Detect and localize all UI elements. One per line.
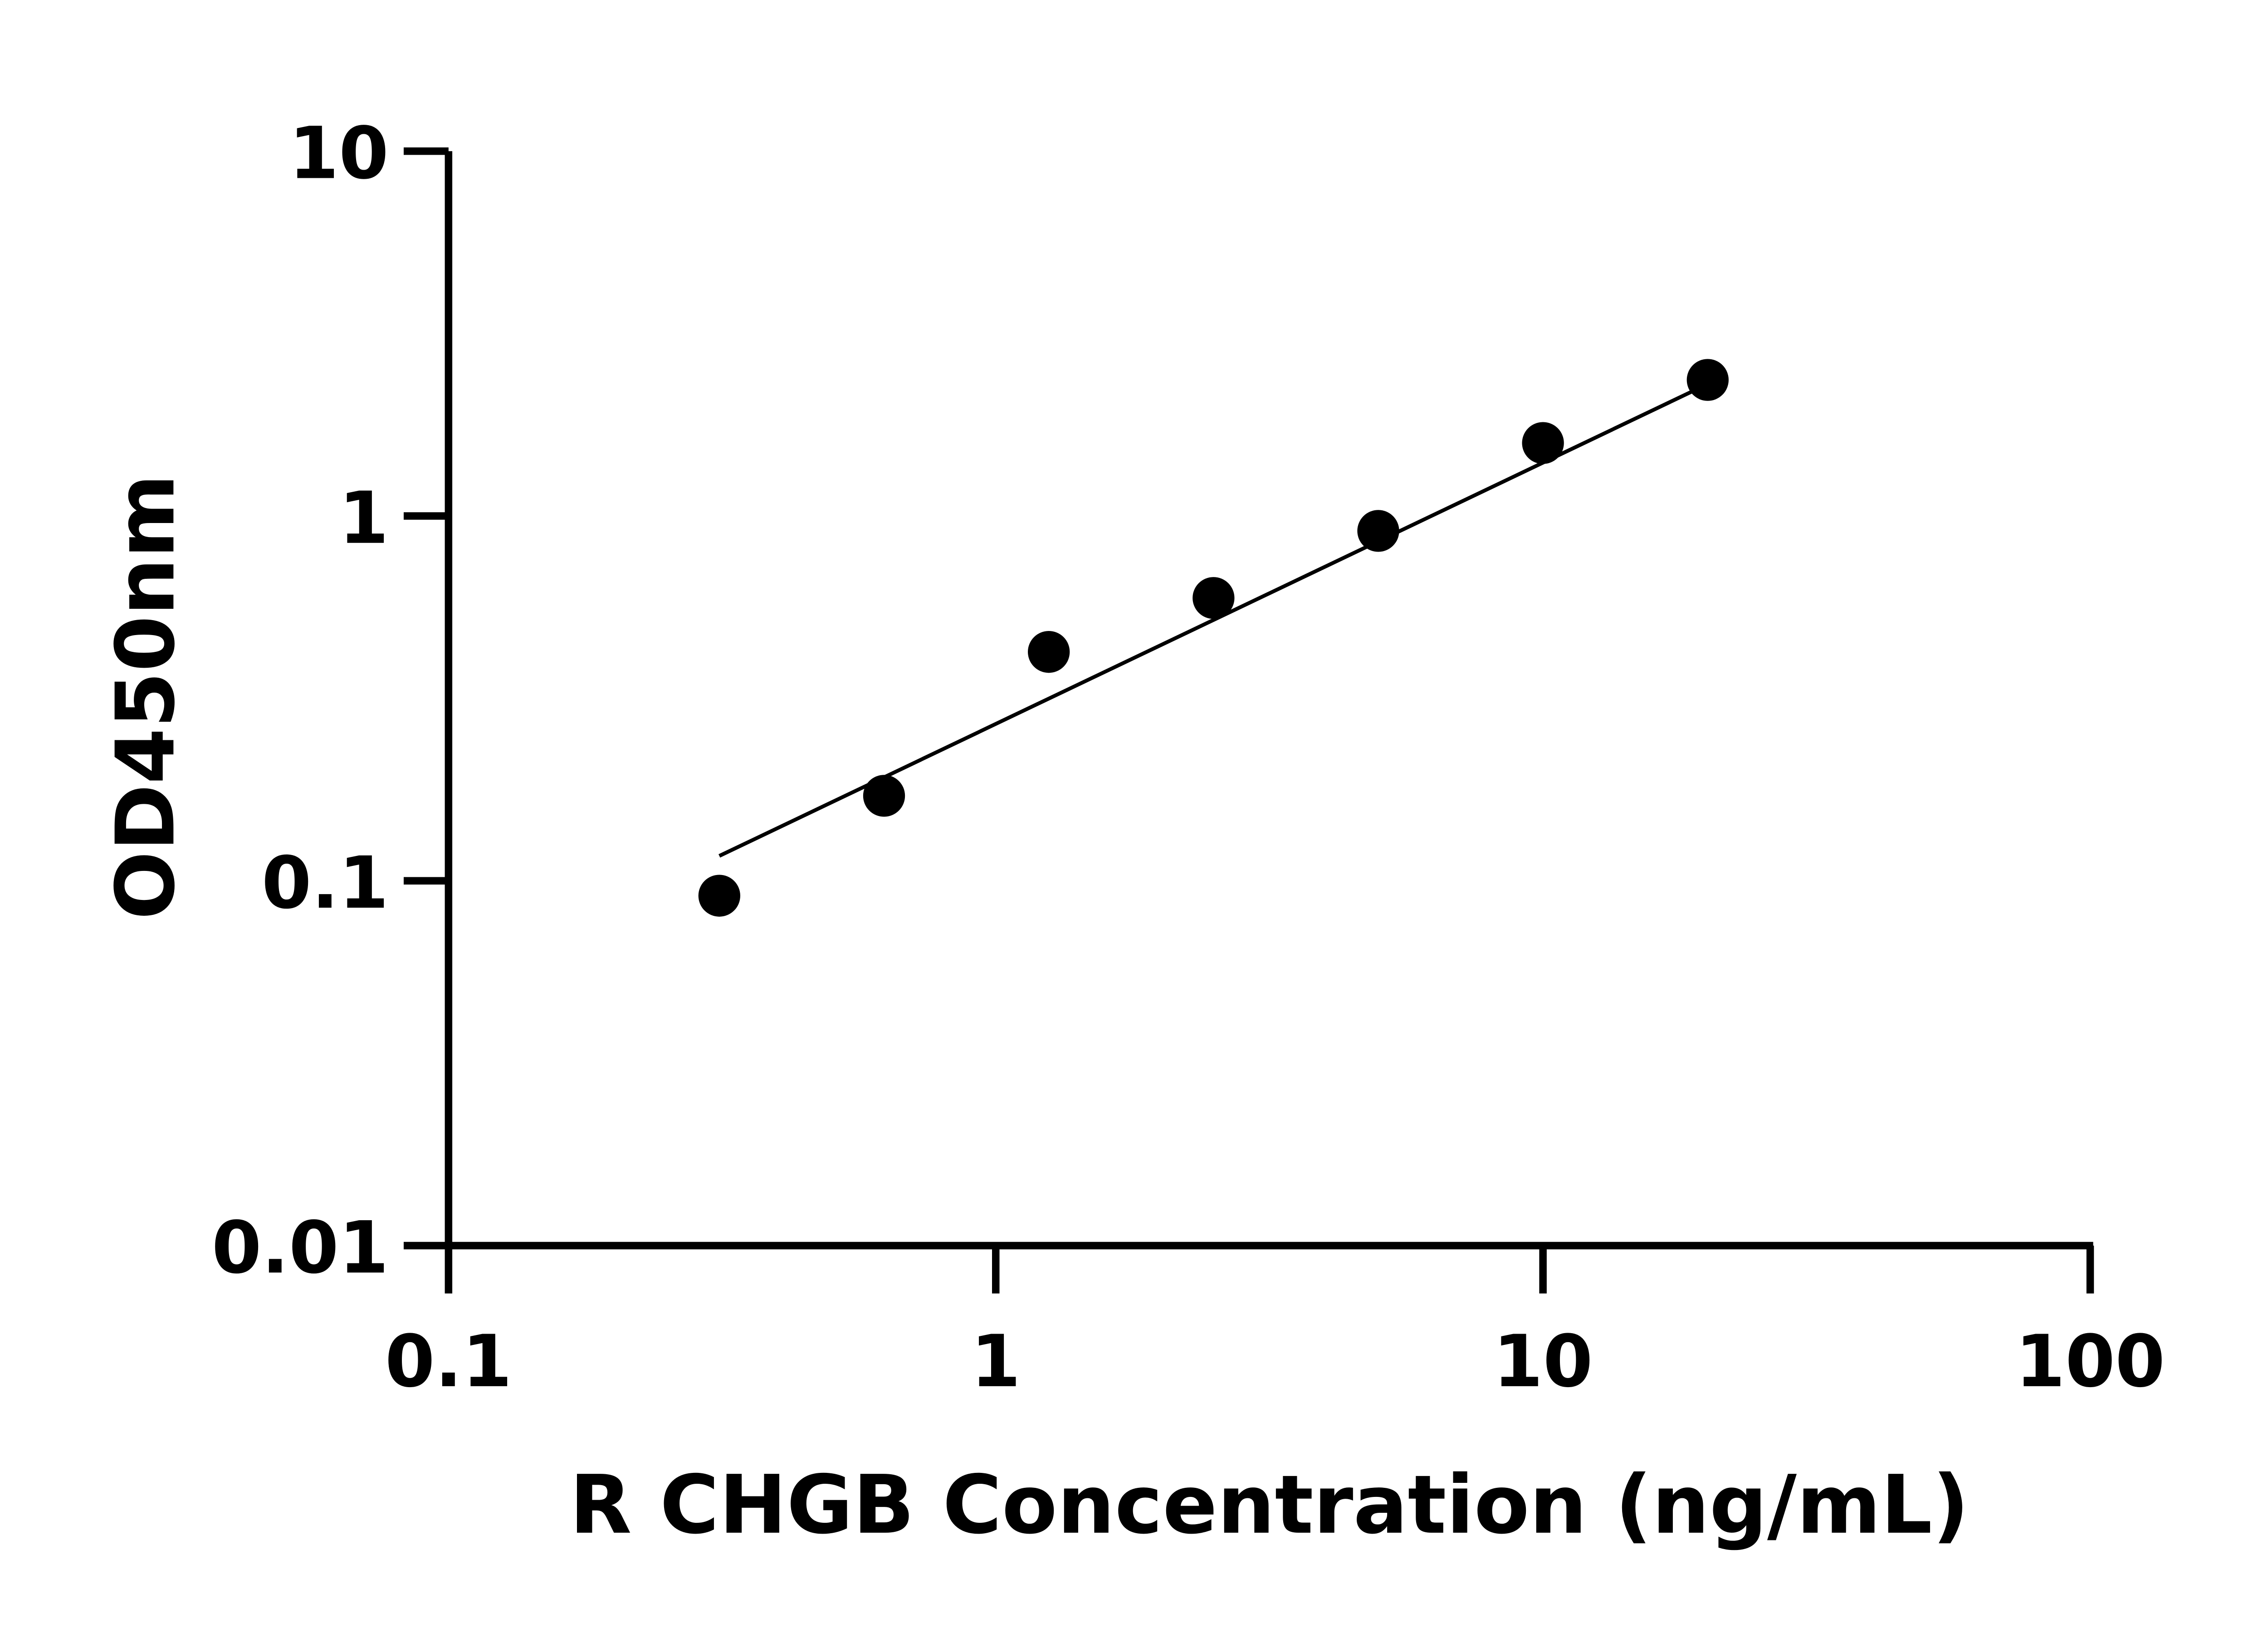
x-tick-label: 0.1 — [385, 1320, 512, 1403]
y-tick-label: 0.01 — [212, 1206, 389, 1290]
data-point — [698, 875, 740, 917]
x-tick-label: 100 — [2015, 1320, 2165, 1403]
x-axis-label: R CHGB Concentration (ng/mL) — [570, 1458, 1970, 1552]
x-tick-label: 1 — [971, 1320, 1021, 1403]
axes — [445, 151, 2093, 1250]
y-tick-label: 1 — [339, 477, 389, 560]
x-tick-label: 10 — [1493, 1320, 1593, 1403]
y-tick-label: 0.1 — [262, 841, 389, 925]
data-point — [1028, 631, 1070, 673]
data-point — [1357, 510, 1399, 552]
data-point — [1686, 359, 1729, 401]
data-point — [1193, 577, 1235, 619]
data-point — [863, 775, 905, 817]
y-axis-label: OD450nm — [98, 474, 192, 920]
y-tick-label: 10 — [289, 112, 389, 196]
data-point — [1522, 422, 1564, 464]
